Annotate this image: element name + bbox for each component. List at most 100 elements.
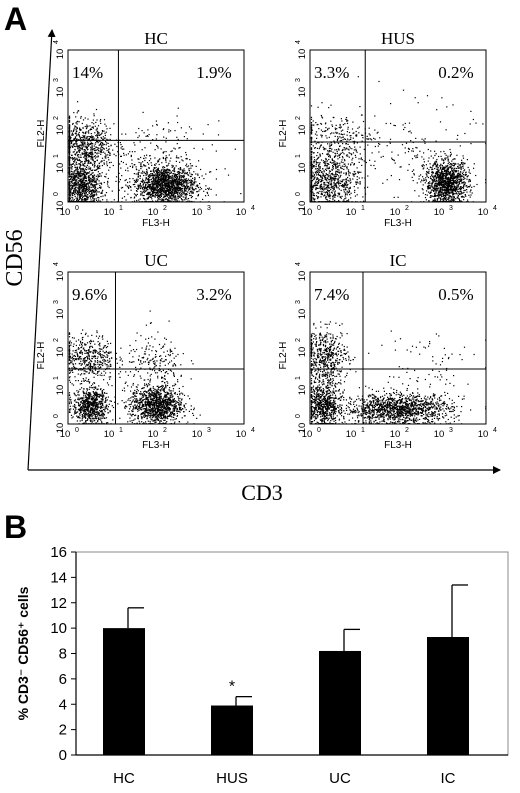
cd3-axis-label: CD3 <box>241 480 283 505</box>
x-tick-label: 10 <box>346 429 357 440</box>
y-tick-label: 10 <box>297 309 308 320</box>
x-tick-label: 10 <box>390 207 401 218</box>
x-tick-label: 10 <box>104 429 115 440</box>
x-tick-exponent: 2 <box>163 205 167 212</box>
y-tick-label: 10 <box>297 201 308 212</box>
plot-frame <box>309 271 487 425</box>
x-tick-exponent: 2 <box>163 427 167 434</box>
x-tick-exponent: 4 <box>493 427 497 434</box>
y-axis-title: FL2-H <box>278 342 289 370</box>
y-tick-exponent: 0 <box>295 192 302 196</box>
y-tick-exponent: 0 <box>53 192 60 196</box>
x-tick-exponent: 1 <box>361 427 365 434</box>
x-axis-title: FL3-H <box>142 218 170 229</box>
y-tick-exponent: 3 <box>295 78 302 82</box>
flow-plot-hus: HUS 3.3% 0.2% 10 0 10 1 10 2 10 3 10 4 10 0 10 1 10 2 10 3 10… <box>278 29 497 229</box>
bar-hc <box>103 628 145 755</box>
x-tick-label: 10 <box>236 207 247 218</box>
bar-hus <box>211 705 253 755</box>
y-tick-exponent: 2 <box>53 116 60 120</box>
x-tick-label: 10 <box>478 207 489 218</box>
x-tick-label: 10 <box>302 429 313 440</box>
bar-y-tick-label: 0 <box>59 747 67 764</box>
x-tick-label: 10 <box>434 207 445 218</box>
flow-plot-title: UC <box>144 251 168 270</box>
flow-plot-title: HC <box>144 29 168 48</box>
flow-plot-title: IC <box>390 251 407 270</box>
bar-y-tick-label: 14 <box>50 569 67 586</box>
quadrant-ul-label: 3.3% <box>314 63 349 82</box>
quadrant-ul-label: 14% <box>72 63 103 82</box>
plot-frame <box>309 49 487 203</box>
bar-category-label: HUS <box>216 770 248 787</box>
y-tick-label: 10 <box>297 125 308 136</box>
y-tick-label: 10 <box>297 423 308 434</box>
y-axis-title: FL2-H <box>36 342 47 370</box>
bar-y-tick-label: 12 <box>50 595 67 612</box>
flow-plot-ic: IC 7.4% 0.5% 10 0 10 1 10 2 10 3 10 4 10 0 10 1 10 2 10 3 10 4… <box>278 251 497 451</box>
bar-y-tick-label: 2 <box>59 722 67 739</box>
panel-b-letter: B <box>4 509 27 545</box>
y-axis-title: FL2-H <box>36 120 47 148</box>
y-tick-exponent: 1 <box>295 154 302 158</box>
bar-y-axis-title: % CD3⁻ CD56⁺ cells <box>15 586 31 720</box>
y-tick-label: 10 <box>55 163 66 174</box>
y-tick-label: 10 <box>297 87 308 98</box>
y-tick-exponent: 2 <box>53 338 60 342</box>
x-tick-label: 10 <box>346 207 357 218</box>
flow-dots-uc <box>68 310 201 425</box>
x-tick-label: 10 <box>236 429 247 440</box>
y-tick-exponent: 1 <box>53 154 60 158</box>
flow-plot-hc: HC 14% 1.9% 10 0 10 1 10 2 10 3 10 4 10 0 10 1 10 2 10 3 10 4 F… <box>36 29 255 229</box>
flow-dots-ic <box>310 321 487 425</box>
y-tick-label: 10 <box>55 309 66 320</box>
y-tick-label: 10 <box>55 201 66 212</box>
bar-y-tick-label: 10 <box>50 620 67 637</box>
y-tick-label: 10 <box>55 271 66 282</box>
y-tick-exponent: 1 <box>295 376 302 380</box>
y-tick-exponent: 4 <box>295 40 302 44</box>
x-axis-title: FL3-H <box>142 440 170 451</box>
y-tick-label: 10 <box>297 271 308 282</box>
x-tick-exponent: 3 <box>449 205 453 212</box>
x-tick-exponent: 1 <box>361 205 365 212</box>
x-tick-exponent: 2 <box>405 427 409 434</box>
y-axis-title: FL2-H <box>278 120 289 148</box>
flow-plot-uc: UC 9.6% 3.2% 10 0 10 1 10 2 10 3 10 4 10 0 10 1 10 2 10 3 10 4… <box>36 251 255 451</box>
bar-y-tick-label: 8 <box>59 646 67 663</box>
x-tick-exponent: 4 <box>251 205 255 212</box>
y-tick-exponent: 1 <box>53 376 60 380</box>
x-tick-label: 10 <box>478 429 489 440</box>
x-tick-label: 10 <box>60 207 71 218</box>
flow-dots-hc <box>68 101 242 203</box>
x-tick-label: 10 <box>302 207 313 218</box>
x-tick-exponent: 4 <box>251 427 255 434</box>
y-tick-exponent: 4 <box>53 262 60 266</box>
bar-category-label: UC <box>329 770 351 787</box>
flow-plot-title: HUS <box>381 29 415 48</box>
x-tick-exponent: 0 <box>317 205 321 212</box>
quadrant-ur-label: 0.2% <box>438 63 473 82</box>
y-tick-exponent: 4 <box>295 262 302 266</box>
y-tick-exponent: 4 <box>53 40 60 44</box>
y-tick-label: 10 <box>55 423 66 434</box>
quadrant-ur-label: 1.9% <box>196 63 231 82</box>
bar-y-tick-label: 6 <box>59 671 67 688</box>
plot-frame <box>67 271 245 425</box>
x-tick-label: 10 <box>148 207 159 218</box>
y-tick-label: 10 <box>55 347 66 358</box>
y-tick-exponent: 3 <box>53 78 60 82</box>
x-tick-label: 10 <box>148 429 159 440</box>
x-tick-exponent: 3 <box>207 205 211 212</box>
x-axis-title: FL3-H <box>384 218 412 229</box>
y-tick-label: 10 <box>55 385 66 396</box>
x-tick-exponent: 1 <box>119 427 123 434</box>
x-tick-exponent: 0 <box>317 427 321 434</box>
x-tick-label: 10 <box>104 207 115 218</box>
x-tick-exponent: 3 <box>207 427 211 434</box>
x-tick-exponent: 4 <box>493 205 497 212</box>
x-tick-exponent: 1 <box>119 205 123 212</box>
cd56-axis-label: CD56 <box>2 229 28 286</box>
